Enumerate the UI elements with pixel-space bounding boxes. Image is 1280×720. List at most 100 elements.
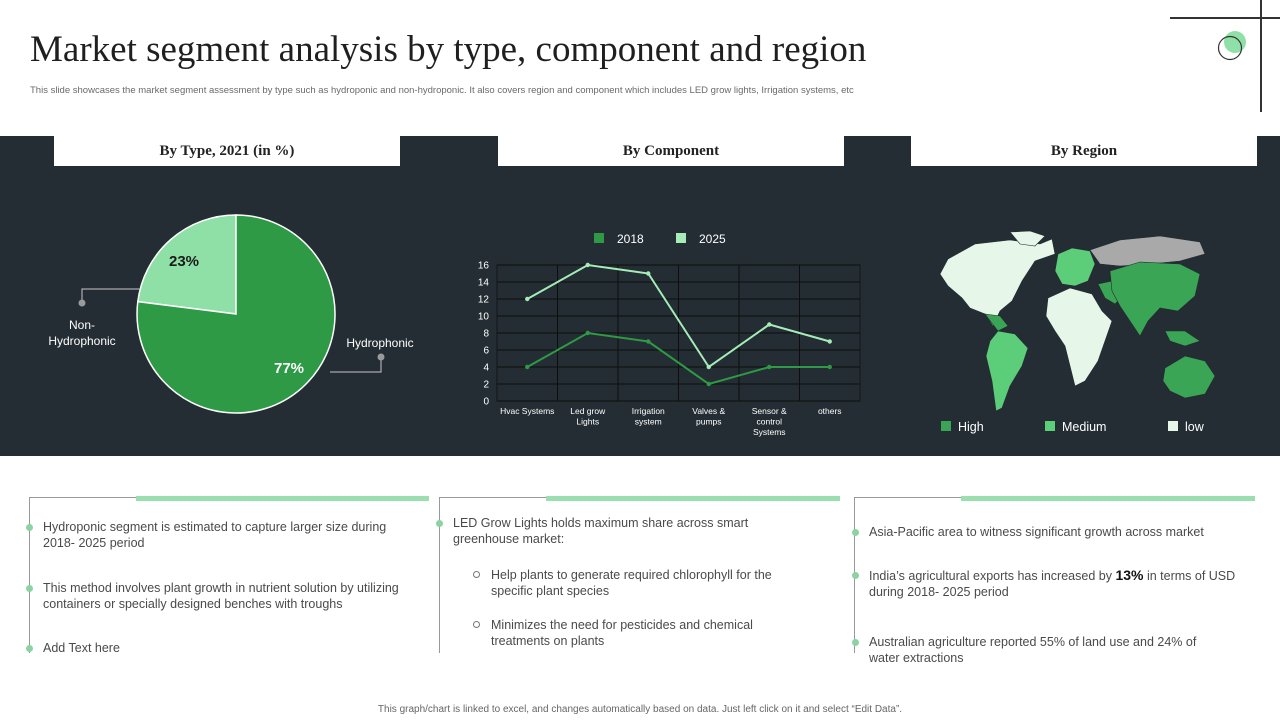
series-point-2025	[525, 296, 530, 302]
x-tick-label: Irrigation system	[632, 406, 665, 427]
x-tick-label-line: control	[756, 417, 782, 427]
x-tick-label: Led grow Lights	[570, 406, 606, 427]
sub-list-item: Minimizes the need for pesticides and ch…	[473, 617, 791, 649]
column-top-rule	[854, 497, 961, 498]
column-accent-bar	[546, 496, 840, 501]
series-point-2025	[706, 364, 711, 370]
map-legend-swatch	[941, 421, 951, 431]
series-point-2018	[827, 364, 832, 370]
bullet-dot	[26, 585, 33, 592]
y-tick-label: 16	[478, 261, 490, 272]
x-tick-label: Hvac Systems	[500, 406, 554, 416]
column-accent-bar	[961, 496, 1255, 501]
pie-label-line: Hydrophonic	[48, 334, 115, 348]
y-tick-label: 2	[483, 380, 489, 391]
y-tick-label: 10	[478, 312, 490, 323]
russia-shape	[1089, 235, 1206, 267]
legend-label: 2025	[699, 232, 726, 246]
x-tick-label-line: system	[635, 417, 662, 427]
series-point-2018	[767, 364, 772, 370]
x-tick-label: others	[818, 406, 842, 416]
list-item: Hydroponic segment is estimated to captu…	[26, 519, 413, 551]
bullet-dot	[852, 572, 859, 579]
x-tick-label-line: Irrigation	[632, 406, 665, 416]
y-tick-label: 0	[483, 397, 489, 408]
series-point-2025	[767, 322, 772, 327]
series-point-2018	[585, 330, 590, 336]
type-notes-column: Hydroponic segment is estimated to captu…	[26, 496, 429, 656]
north-america-shape	[939, 238, 1056, 327]
south-america-shape	[985, 330, 1029, 412]
series-point-2025	[646, 271, 651, 276]
pie-slice-hydrophonic	[136, 214, 336, 414]
pie-leader-line	[330, 358, 382, 373]
sub-list-item: Help plants to generate required chlorop…	[473, 567, 791, 599]
column-top-rule	[29, 497, 136, 498]
pie-value-label: 23%	[169, 253, 199, 270]
pie-category-label: Hydrophonic	[346, 336, 413, 350]
y-tick-label: 8	[483, 329, 489, 340]
column-divider	[29, 497, 30, 653]
y-tick-label: 14	[478, 278, 490, 289]
pie-leader-dot	[78, 299, 86, 307]
x-tick-label-line: others	[818, 406, 842, 416]
central-america-shape	[984, 313, 1009, 332]
series-point-2018	[525, 364, 530, 370]
sub-bullet-ring	[473, 571, 480, 578]
sub-bullet-ring	[473, 621, 480, 628]
by-region-header: By Region	[911, 136, 1257, 166]
by-type-header: By Type, 2021 (in %)	[54, 136, 400, 166]
series-point-2025	[585, 262, 590, 268]
column-divider	[439, 497, 440, 653]
legend-swatch-2018	[594, 233, 604, 243]
legend-swatch-2025	[676, 233, 686, 243]
list-item: LED Grow Lights holds maximum share acro…	[436, 515, 783, 547]
pie-category-label: Non- Hydrophonic	[48, 318, 115, 348]
series-line-2025	[526, 263, 831, 369]
series-point-2018	[706, 381, 711, 387]
column-top-rule	[439, 497, 546, 498]
footer-note: This graph/chart is linked to excel, and…	[377, 704, 903, 715]
list-item: This method involves plant growth in nut…	[26, 580, 413, 612]
x-tick-label-line: Hvac Systems	[500, 406, 554, 416]
pie-leader-dot	[377, 353, 385, 361]
list-item: Asia-Pacific area to witness significant…	[852, 524, 1239, 540]
x-tick-label-line: Led grow	[570, 406, 606, 416]
y-tick-label: 4	[483, 363, 489, 374]
series-line-2018	[526, 331, 830, 386]
by-component-header: By Component	[498, 136, 844, 166]
corner-decoration	[1170, 0, 1280, 112]
map-legend-label: Medium	[1062, 420, 1106, 434]
greenland-shape	[1009, 230, 1046, 247]
legend-label: 2018	[617, 232, 644, 246]
x-tick-label: Sensor & control Systems	[752, 406, 787, 437]
y-tick-label: 6	[483, 346, 489, 357]
x-tick-label-line: pumps	[696, 417, 722, 427]
series-point-2018	[646, 339, 651, 344]
x-tick-label-line: Valves &	[692, 406, 725, 416]
bullet-dot	[852, 529, 859, 536]
list-item: Add Text here	[26, 640, 413, 656]
map-legend-label: High	[958, 420, 984, 434]
x-tick-label: Valves & pumps	[692, 406, 725, 427]
map-legend-swatch	[1045, 421, 1055, 431]
southeast-asia-islands-shape	[1164, 330, 1201, 347]
component-notes-column: LED Grow Lights holds maximum share acro…	[436, 496, 840, 653]
charts-canvas: 23% 77% Non- Hydrophonic Hydrophonic 0 2 4 6 8 10 1…	[48, 214, 1216, 437]
australia-shape	[1162, 355, 1216, 399]
pie-slice-non-hydrophonic	[136, 214, 237, 315]
x-tick-label-line: Sensor &	[752, 406, 787, 416]
map-legend-swatch	[1168, 421, 1178, 431]
bullet-dot	[26, 524, 33, 531]
page-subtitle: This slide showcases the market segment …	[30, 85, 854, 96]
x-tick-label-line: Systems	[753, 427, 786, 437]
region-notes-column: Asia-Pacific area to witness significant…	[852, 496, 1255, 665]
list-item: India’s agricultural exports has increas…	[852, 567, 1239, 600]
pie-label-line: Non-	[69, 318, 95, 332]
pie-value-label: 77%	[274, 360, 304, 377]
world-map-icon	[939, 230, 1216, 412]
page-title: Market segment analysis by type, compone…	[30, 29, 867, 70]
map-legend-label: low	[1185, 420, 1205, 434]
asia-shape	[1109, 261, 1201, 337]
bullet-dot	[436, 520, 443, 527]
